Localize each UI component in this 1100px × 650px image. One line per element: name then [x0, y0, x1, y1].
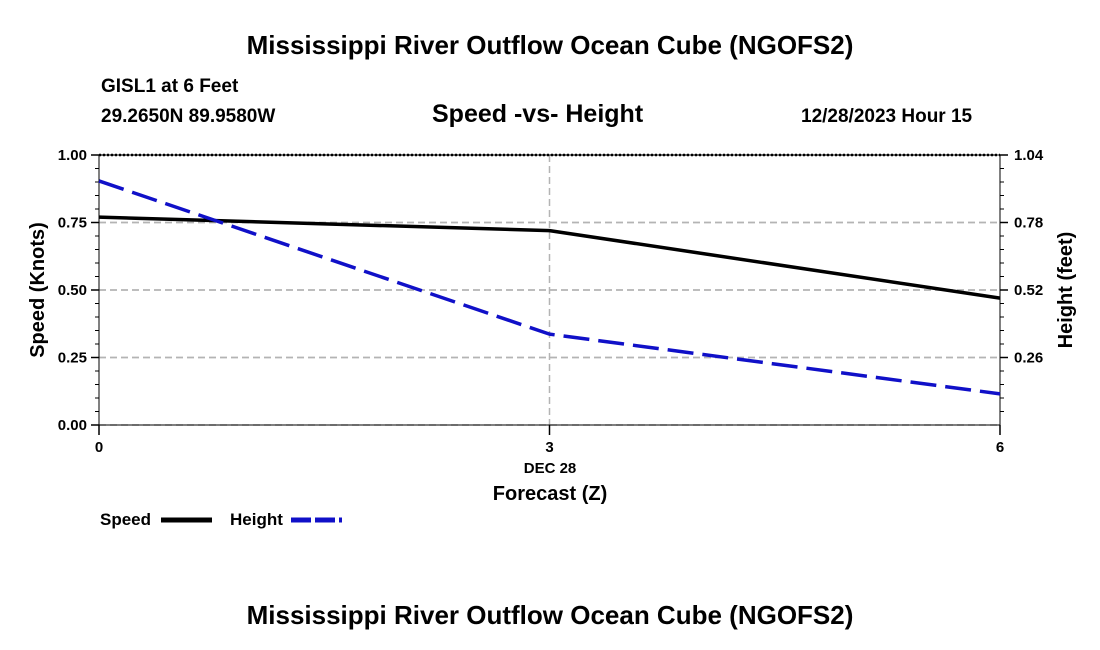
y-axis-right-title: Height (feet) [1055, 232, 1077, 349]
x-tick-label-2: 6 [996, 439, 1004, 456]
y-right-tick-label-0: 0.26 [1014, 350, 1043, 367]
series-line-speed [98, 215, 1001, 300]
y-right-tick-label-2: 0.78 [1014, 215, 1043, 232]
legend-speed-label: Speed [100, 510, 151, 529]
y-left-tick-label-3: 0.75 [58, 215, 87, 232]
y-axis-left-title: Speed (Knots) [27, 222, 49, 358]
y-left-tick-label-1: 0.25 [58, 350, 87, 367]
x-axis-title: Forecast (Z) [493, 483, 607, 505]
x-tick-label-0: 0 [95, 439, 103, 456]
footer-title: Mississippi River Outflow Ocean Cube (NG… [246, 600, 854, 630]
y-left-tick-label-4: 1.00 [58, 147, 87, 164]
tick-labels: 0.00 0.25 0.50 0.75 1.00 0.26 0.52 0.78 1.04 0 3 6 [58, 147, 1044, 456]
series-line-height [98, 179, 1001, 396]
legend-height-label: Height [230, 510, 283, 529]
x-date-label: DEC 28 [524, 460, 577, 477]
y-left-tick-label-2: 0.50 [58, 282, 87, 299]
forecast-datetime: 12/28/2023 Hour 15 [801, 106, 973, 127]
x-tick-label-1: 3 [545, 439, 553, 456]
axis-ticks [91, 153, 1008, 435]
series-lines [98, 179, 1001, 396]
y-left-tick-label-0: 0.00 [58, 417, 87, 434]
page-title: Mississippi River Outflow Ocean Cube (NG… [246, 30, 854, 60]
station-coordinates: 29.2650N 89.9580W [101, 106, 276, 127]
grid-lines [99, 154, 1000, 426]
legend: Speed Height [100, 510, 342, 529]
speed-height-chart: 0.000.250.500.751.000.260.520.781.040 3 6 … [27, 147, 1077, 529]
y-right-tick-label-1: 0.52 [1014, 282, 1043, 299]
station-label: GISL1 at 6 Feet [101, 76, 239, 97]
y-right-tick-label-3: 1.04 [1014, 147, 1044, 164]
chart-subtitle: Speed -vs- Height [432, 100, 644, 128]
